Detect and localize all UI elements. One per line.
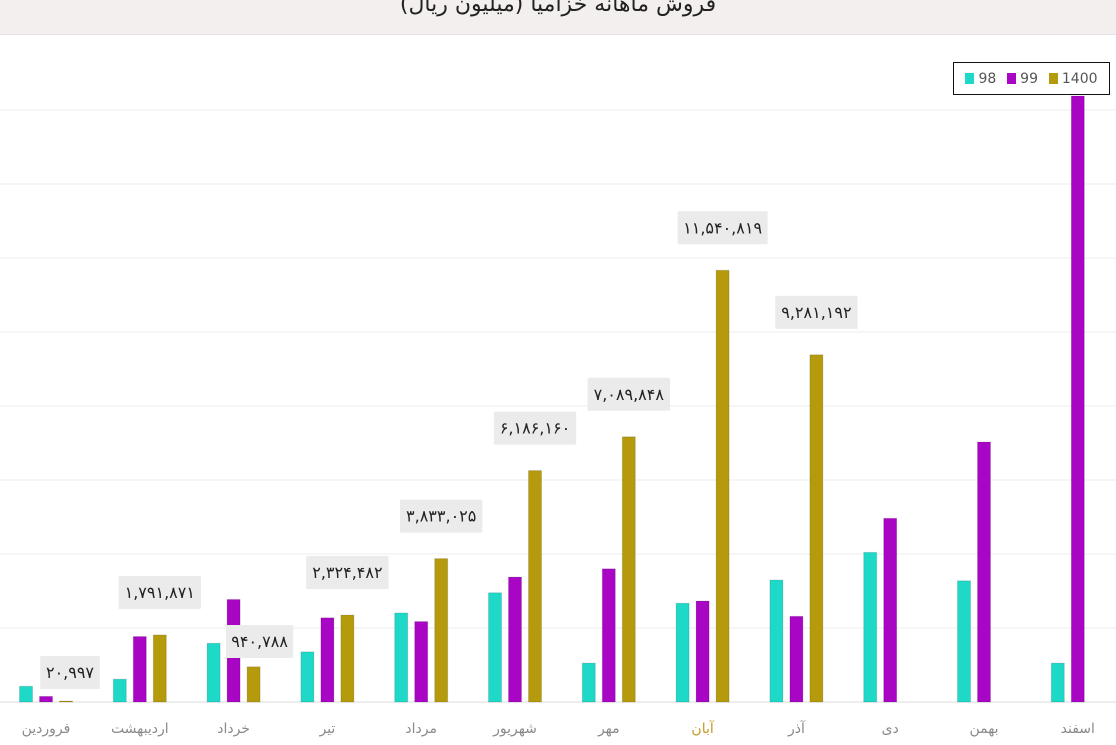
legend-item-99: 99 bbox=[1007, 71, 1038, 87]
legend-swatch-99 bbox=[1007, 73, 1017, 84]
bar-99-6 bbox=[601, 568, 616, 703]
legend-swatch-1400 bbox=[1048, 73, 1058, 84]
x-tick-label: آبان bbox=[691, 720, 714, 737]
legend-label-98: 98 bbox=[978, 70, 997, 87]
bar-99-10 bbox=[977, 441, 991, 703]
bar-99-1 bbox=[132, 636, 147, 703]
data-label-box bbox=[306, 556, 389, 590]
data-label: ۳,۸۳۳,۰۲۵ bbox=[406, 507, 476, 526]
bar-99-5 bbox=[508, 576, 522, 703]
chart-title: فروش ماهانه خزامیا (میلیون ریال) bbox=[399, 0, 717, 17]
bar-99-8 bbox=[789, 615, 804, 703]
bar-99-9 bbox=[883, 517, 898, 703]
bar-1400-3 bbox=[340, 614, 355, 703]
x-tick-label: فروردین bbox=[22, 721, 71, 737]
bar-98-3 bbox=[300, 651, 315, 703]
data-label: ۲۰,۹۹۷ bbox=[46, 663, 94, 682]
bar-1400-6 bbox=[621, 436, 636, 703]
bar-1400-4 bbox=[434, 558, 449, 703]
x-tick-label: بهمن bbox=[969, 721, 998, 737]
bar-98-0 bbox=[19, 685, 33, 703]
legend-item-1400: 1400 bbox=[1048, 70, 1098, 87]
legend-label-99: 99 bbox=[1020, 70, 1038, 87]
bar-99-3 bbox=[320, 617, 335, 703]
x-tick-label: تیر bbox=[318, 721, 335, 737]
data-label-box bbox=[775, 295, 858, 329]
data-label-box bbox=[677, 211, 768, 245]
legend-label-1400: 1400 bbox=[1061, 70, 1098, 87]
data-label-box bbox=[40, 656, 100, 689]
bar-99-7 bbox=[695, 600, 710, 703]
title-bar bbox=[0, 0, 1116, 35]
data-label: ۷,۰۸۹,۸۴۸ bbox=[594, 385, 665, 404]
legend: 98 99 1400 bbox=[953, 62, 1110, 95]
bar-98-5 bbox=[488, 592, 502, 703]
data-label: ۹۴۰,۷۸۸ bbox=[231, 632, 288, 651]
x-tick-label: آذر bbox=[787, 720, 806, 737]
legend-item-98: 98 bbox=[965, 71, 996, 87]
data-label: ۱,۷۹۱,۸۷۱ bbox=[125, 583, 195, 602]
bar-1400-8 bbox=[809, 354, 824, 703]
bar-98-2 bbox=[206, 642, 221, 703]
bar-1400-2 bbox=[246, 666, 261, 703]
bar-1400-1 bbox=[152, 634, 167, 703]
data-label-box bbox=[493, 411, 577, 445]
data-label: ۱۱,۵۴۰,۸۱۹ bbox=[683, 218, 762, 237]
bar-98-1 bbox=[112, 678, 127, 703]
bar-98-7 bbox=[675, 602, 690, 703]
legend-swatch-98 bbox=[965, 73, 975, 84]
data-label: ۶,۱۸۶,۱۶۰ bbox=[500, 419, 570, 438]
bar-1400-0 bbox=[59, 700, 73, 703]
data-label-box bbox=[226, 625, 294, 658]
x-tick-label: مرداد bbox=[405, 721, 437, 737]
x-tick-label: شهریور bbox=[492, 721, 537, 737]
bar-98-11 bbox=[1050, 662, 1065, 703]
x-tick-label: اسفند bbox=[1061, 721, 1095, 737]
bar-98-8 bbox=[769, 579, 784, 703]
x-tick-label: اردیبهشت bbox=[111, 721, 169, 737]
x-tick-label: دی bbox=[882, 721, 899, 737]
bar-98-10 bbox=[957, 580, 971, 703]
data-label-box bbox=[400, 499, 483, 533]
bar-99-4 bbox=[414, 621, 429, 703]
data-label-box bbox=[118, 575, 201, 609]
bar-98-4 bbox=[394, 612, 409, 703]
data-label: ۹,۲۸۱,۱۹۲ bbox=[781, 303, 851, 322]
x-tick-label: مهر bbox=[597, 721, 620, 737]
bar-99-11 bbox=[1070, 95, 1085, 703]
data-label: ۲,۳۲۴,۴۸۲ bbox=[312, 563, 382, 582]
x-tick-label: خرداد bbox=[217, 721, 250, 737]
bar-99-0 bbox=[39, 695, 53, 703]
data-label-box bbox=[587, 377, 670, 411]
bar-98-6 bbox=[581, 662, 596, 703]
bar-1400-5 bbox=[528, 470, 542, 703]
bar-98-9 bbox=[863, 551, 878, 703]
bar-1400-7 bbox=[715, 269, 730, 703]
